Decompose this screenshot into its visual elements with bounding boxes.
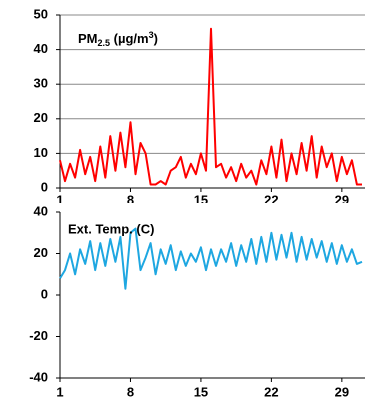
- y-tick-label: 20: [34, 245, 48, 260]
- y-tick-label: 10: [34, 145, 48, 160]
- y-tick-label: -20: [29, 328, 48, 343]
- title-part: (µg/m: [110, 31, 149, 46]
- x-tick-label: 22: [264, 384, 278, 399]
- y-tick-label: 0: [41, 286, 48, 301]
- title-part: 3: [149, 30, 154, 40]
- x-tick-label: 8: [127, 384, 134, 399]
- y-tick-label: -40: [29, 369, 48, 384]
- y-tick-label: 40: [34, 203, 48, 218]
- y-tick-label: 0: [41, 179, 48, 194]
- x-tick-label: 8: [127, 192, 134, 207]
- x-tick-label: 1: [56, 192, 63, 207]
- y-tick-label: 30: [34, 76, 48, 91]
- data-line: [59, 227, 363, 290]
- y-tick-label: 40: [34, 41, 48, 56]
- panel-background: [0, 203, 366, 403]
- title-part: ): [154, 31, 158, 46]
- temp-panel: -40 -20 0 20 40 1 8 15 22 29 Ext. Temp. (C): [29, 203, 365, 399]
- x-tick-label: 1: [56, 384, 63, 399]
- title-part: PM: [78, 31, 98, 46]
- panel-title: PM2.5 (µg/m3): [78, 30, 158, 48]
- panel-title: Ext. Temp. (C): [68, 221, 154, 236]
- y-tick-label: 50: [34, 6, 48, 21]
- title-part: 2.5: [98, 38, 111, 48]
- data-line: [59, 27, 362, 186]
- x-tick-label: 15: [194, 384, 208, 399]
- y-tick-label: 20: [34, 110, 48, 125]
- x-tick-label: 29: [335, 384, 349, 399]
